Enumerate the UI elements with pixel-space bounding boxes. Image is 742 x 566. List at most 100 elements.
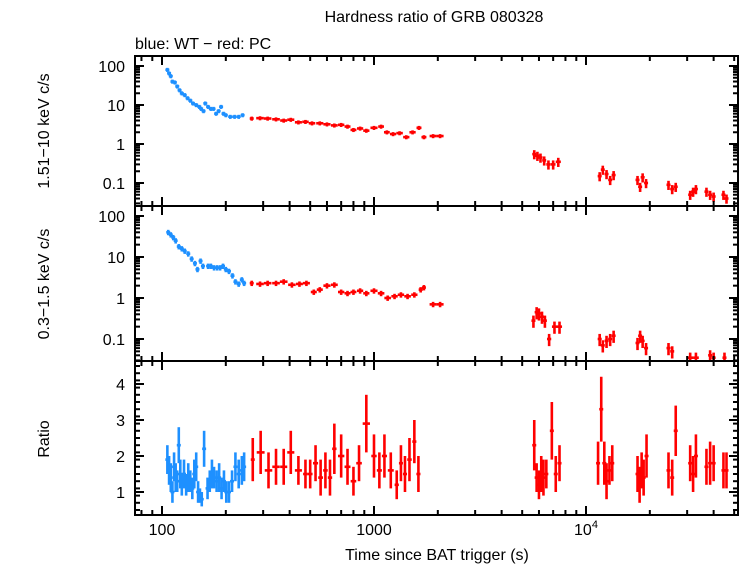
data-point-pc bbox=[640, 173, 645, 183]
data-point-wt bbox=[177, 88, 182, 93]
data-point-pc bbox=[294, 120, 302, 125]
data-point-pc bbox=[287, 430, 295, 474]
data-point-pc bbox=[596, 441, 601, 485]
data-point-pc bbox=[611, 171, 616, 181]
y-axis-label-soft: 0.3−1.5 keV c/s bbox=[36, 229, 53, 340]
data-point-pc bbox=[553, 456, 558, 492]
y-tick-label: 3 bbox=[116, 413, 125, 430]
data-point-pc bbox=[370, 125, 378, 130]
data-point-pc bbox=[256, 430, 265, 474]
data-point-pc bbox=[411, 292, 418, 298]
data-point-pc bbox=[722, 352, 727, 361]
data-points bbox=[166, 229, 727, 361]
data-point-pc bbox=[551, 321, 557, 334]
data-point-pc bbox=[641, 459, 646, 496]
data-point-pc bbox=[302, 119, 309, 125]
data-point-wt bbox=[201, 109, 206, 114]
data-point-wt bbox=[221, 263, 226, 269]
data-point-pc bbox=[666, 343, 671, 356]
data-point-pc bbox=[711, 445, 716, 482]
data-point-pc bbox=[327, 459, 333, 496]
x-tick-label-10000: 104 bbox=[574, 519, 598, 539]
data-point-pc bbox=[344, 290, 351, 297]
data-point-wt bbox=[223, 266, 228, 273]
data-point-pc bbox=[600, 165, 605, 175]
data-point-pc bbox=[555, 157, 561, 167]
data-point-pc bbox=[670, 185, 675, 195]
data-point-wt bbox=[185, 96, 190, 101]
data-point-pc bbox=[693, 185, 698, 195]
data-point-wt bbox=[175, 470, 180, 492]
y-tick-label: 1 bbox=[116, 291, 125, 308]
data-point-pc bbox=[263, 116, 272, 121]
data-point-pc bbox=[363, 128, 370, 133]
data-point-wt bbox=[226, 481, 231, 503]
data-point-pc bbox=[384, 295, 391, 301]
data-point-wt bbox=[223, 113, 228, 118]
y-tick-label: 10 bbox=[107, 250, 125, 267]
data-point-pc bbox=[638, 330, 643, 343]
data-point-pc bbox=[404, 293, 411, 300]
y-tick-label: 4 bbox=[116, 377, 125, 394]
data-point-pc bbox=[429, 301, 437, 308]
data-point-wt bbox=[236, 114, 241, 119]
panel-count-rate-hard: 100 10 1 0.1 bbox=[98, 55, 739, 207]
data-point-pc bbox=[556, 321, 563, 334]
data-point-wt bbox=[200, 263, 205, 269]
data-point-pc bbox=[318, 459, 324, 496]
data-point-pc bbox=[550, 160, 556, 170]
y-tick-label: 100 bbox=[98, 209, 125, 226]
data-point-pc bbox=[337, 434, 345, 478]
data-point-wt bbox=[199, 492, 204, 507]
data-point-pc bbox=[532, 150, 537, 160]
data-point-pc bbox=[288, 282, 296, 288]
data-point-pc bbox=[693, 434, 698, 478]
data-point-pc bbox=[397, 292, 405, 298]
data-point-wt bbox=[199, 106, 204, 111]
data-point-pc bbox=[272, 117, 280, 122]
data-point-pc bbox=[607, 456, 612, 485]
data-point-wt bbox=[198, 258, 203, 264]
data-point-wt bbox=[206, 104, 211, 109]
data-point-pc bbox=[539, 311, 544, 324]
data-point-pc bbox=[666, 180, 671, 190]
data-point-pc bbox=[330, 123, 338, 128]
data-point-pc bbox=[407, 438, 412, 482]
data-point-pc bbox=[536, 308, 541, 321]
data-point-pc bbox=[330, 282, 338, 288]
data-point-pc bbox=[597, 333, 602, 347]
data-point-wt bbox=[226, 268, 231, 275]
data-point-wt bbox=[173, 238, 178, 244]
data-point-wt bbox=[192, 260, 197, 267]
data-point-pc bbox=[389, 132, 397, 137]
data-point-pc bbox=[313, 445, 319, 482]
data-point-pc bbox=[547, 333, 552, 347]
data-point-pc bbox=[688, 445, 693, 482]
data-point-pc bbox=[638, 182, 643, 192]
y-tick-label: 100 bbox=[98, 59, 125, 76]
y-tick-label: 2 bbox=[116, 449, 125, 466]
data-point-pc bbox=[391, 293, 398, 300]
data-point-pc bbox=[610, 445, 615, 482]
data-point-wt bbox=[242, 280, 247, 287]
data-point-pc bbox=[538, 153, 543, 163]
data-point-pc bbox=[295, 281, 303, 287]
data-point-wt bbox=[216, 109, 221, 114]
data-point-pc bbox=[429, 134, 437, 139]
data-point-pc bbox=[398, 445, 403, 482]
data-point-pc bbox=[337, 122, 345, 128]
data-point-pc bbox=[363, 290, 370, 297]
data-point-wt bbox=[168, 232, 173, 238]
data-point-wt bbox=[170, 481, 175, 503]
data-point-pc bbox=[670, 346, 675, 359]
data-point-wt bbox=[230, 470, 235, 492]
data-point-pc bbox=[549, 402, 554, 460]
data-point-pc bbox=[287, 117, 295, 122]
data-point-pc bbox=[344, 124, 351, 129]
panel-count-rate-soft: 100 10 1 0.1 bbox=[98, 205, 739, 362]
chart-title: Hardness ratio of GRB 080328 bbox=[325, 9, 544, 26]
data-point-pc bbox=[256, 116, 264, 121]
y-tick-label: 1 bbox=[116, 485, 125, 502]
data-point-wt bbox=[233, 279, 238, 285]
data-point-pc bbox=[421, 135, 427, 140]
